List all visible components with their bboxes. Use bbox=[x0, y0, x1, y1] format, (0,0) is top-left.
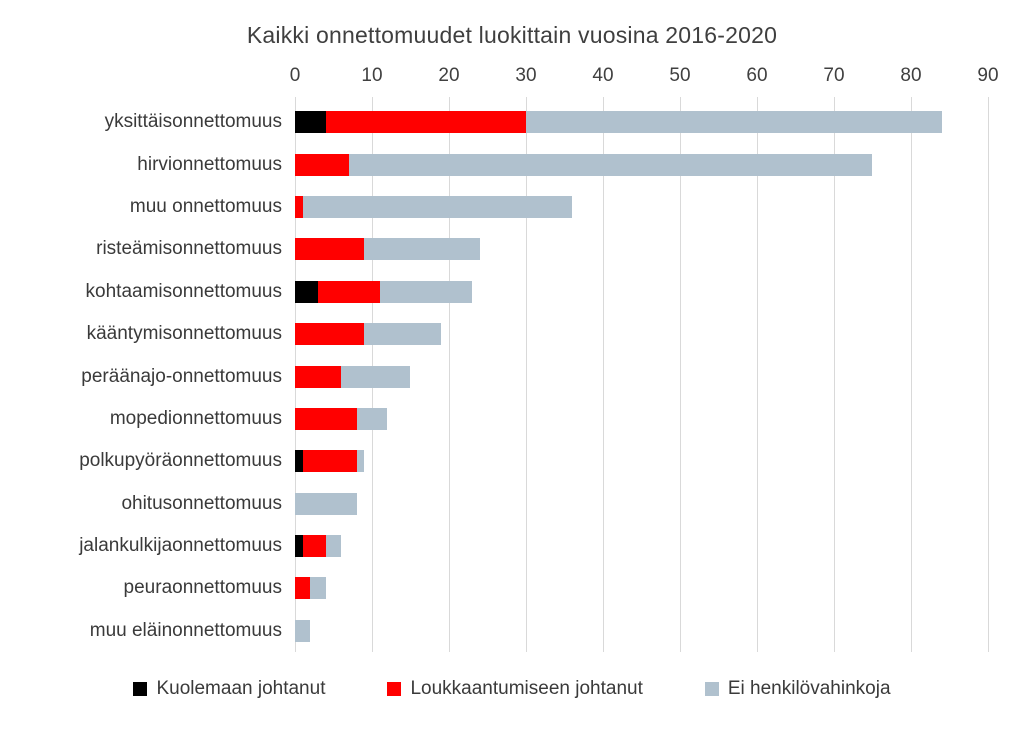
bar-segment bbox=[295, 280, 319, 303]
legend: Kuolemaan johtanut Loukkaantumiseen johta… bbox=[0, 678, 1024, 700]
bar-row bbox=[295, 610, 1010, 652]
category-label: yksittäisonnettomuus bbox=[104, 111, 282, 133]
gridline bbox=[988, 97, 989, 653]
bar-row bbox=[295, 355, 1010, 397]
bar-segment bbox=[364, 238, 480, 261]
x-axis-tick: 40 bbox=[592, 65, 614, 86]
bar-row bbox=[295, 143, 1010, 185]
category-label: hirvionnettomuus bbox=[137, 153, 282, 175]
legend-label: Loukkaantumiseen johtanut bbox=[410, 678, 643, 700]
legend-swatch bbox=[133, 682, 148, 697]
plot-area bbox=[295, 97, 1010, 653]
gridline bbox=[526, 97, 527, 653]
category-label: peräänajo-onnettomuus bbox=[81, 365, 282, 387]
bar-segment bbox=[302, 195, 573, 218]
bar-segment bbox=[325, 111, 526, 134]
category-label: polkupyöräonnettomuus bbox=[79, 450, 282, 472]
x-axis-tick: 20 bbox=[438, 65, 460, 86]
plot-wrap: yksittäisonnettomuus hirvionnettomuus muu … bbox=[0, 97, 1024, 653]
bar-segment bbox=[318, 280, 380, 303]
gridline bbox=[449, 97, 450, 653]
bar-row bbox=[295, 567, 1010, 609]
legend-item: Ei henkilövahinkoja bbox=[704, 678, 891, 700]
bar-segment bbox=[295, 535, 303, 558]
x-axis-tick: 70 bbox=[823, 65, 845, 86]
bar-segment bbox=[341, 365, 411, 388]
gridline bbox=[911, 97, 912, 653]
bar-segment bbox=[302, 535, 326, 558]
bar-segment bbox=[295, 407, 357, 430]
bar-segment bbox=[295, 492, 357, 515]
bar-row bbox=[295, 228, 1010, 270]
gridline bbox=[603, 97, 604, 653]
bar-segment bbox=[364, 323, 442, 346]
bar-segment bbox=[356, 450, 365, 473]
x-axis-tick: 30 bbox=[515, 65, 537, 86]
bar-segment bbox=[295, 365, 342, 388]
gridline bbox=[680, 97, 681, 653]
x-axis-tick: 90 bbox=[977, 65, 999, 86]
bar-row bbox=[295, 525, 1010, 567]
gridline bbox=[834, 97, 835, 653]
x-axis-tick: 80 bbox=[900, 65, 922, 86]
category-labels: yksittäisonnettomuus hirvionnettomuus muu … bbox=[0, 101, 295, 652]
bar-segment bbox=[525, 111, 942, 134]
bar-segment bbox=[295, 577, 311, 600]
legend-swatch bbox=[704, 682, 719, 697]
x-axis-tick: 60 bbox=[746, 65, 768, 86]
bar-segment bbox=[302, 450, 357, 473]
bar-segment bbox=[348, 153, 873, 176]
gridline bbox=[757, 97, 758, 653]
x-axis: 0 10 20 30 40 50 60 70 80 90 bbox=[290, 63, 999, 93]
bar-row bbox=[295, 313, 1010, 355]
legend-item: Kuolemaan johtanut bbox=[133, 678, 325, 700]
bars bbox=[295, 101, 1010, 652]
bar-segment bbox=[295, 111, 326, 134]
bar-segment bbox=[295, 450, 303, 473]
category-label: muu eläinonnettomuus bbox=[89, 619, 282, 641]
bar-row bbox=[295, 271, 1010, 313]
category-label: kääntymisonnettomuus bbox=[86, 323, 282, 345]
bar-row bbox=[295, 440, 1010, 482]
x-axis-tick: 50 bbox=[669, 65, 691, 86]
category-label: jalankulkijaonnettomuus bbox=[79, 535, 282, 557]
x-axis-tick: 0 bbox=[289, 65, 301, 86]
legend-swatch bbox=[387, 682, 402, 697]
legend-label: Ei henkilövahinkoja bbox=[727, 678, 891, 700]
category-label: ohitusonnettomuus bbox=[121, 492, 282, 514]
category-label: muu onnettomuus bbox=[129, 195, 282, 217]
bar-row bbox=[295, 101, 1010, 143]
legend-label: Kuolemaan johtanut bbox=[156, 678, 326, 700]
bar-segment bbox=[295, 238, 365, 261]
chart-title: Kaikki onnettomuudet luokittain vuosina … bbox=[246, 22, 778, 48]
legend-item: Loukkaantumiseen johtanut bbox=[387, 678, 643, 700]
bar-segment bbox=[295, 323, 365, 346]
bar-segment bbox=[295, 195, 303, 218]
x-axis-tick: 10 bbox=[361, 65, 383, 86]
bar-row bbox=[295, 186, 1010, 228]
bar-segment bbox=[295, 619, 311, 642]
category-label: mopedionnettomuus bbox=[109, 407, 282, 429]
bar-segment bbox=[356, 407, 388, 430]
bar-segment bbox=[310, 577, 326, 600]
category-label: peuraonnettomuus bbox=[123, 577, 282, 599]
category-label: risteämisonnettomuus bbox=[96, 238, 282, 260]
bar-row bbox=[295, 483, 1010, 525]
bar-segment bbox=[325, 535, 342, 558]
bar-segment bbox=[379, 280, 473, 303]
category-label: kohtaamisonnettomuus bbox=[85, 280, 282, 302]
bar-row bbox=[295, 398, 1010, 440]
bar-segment bbox=[295, 153, 349, 176]
